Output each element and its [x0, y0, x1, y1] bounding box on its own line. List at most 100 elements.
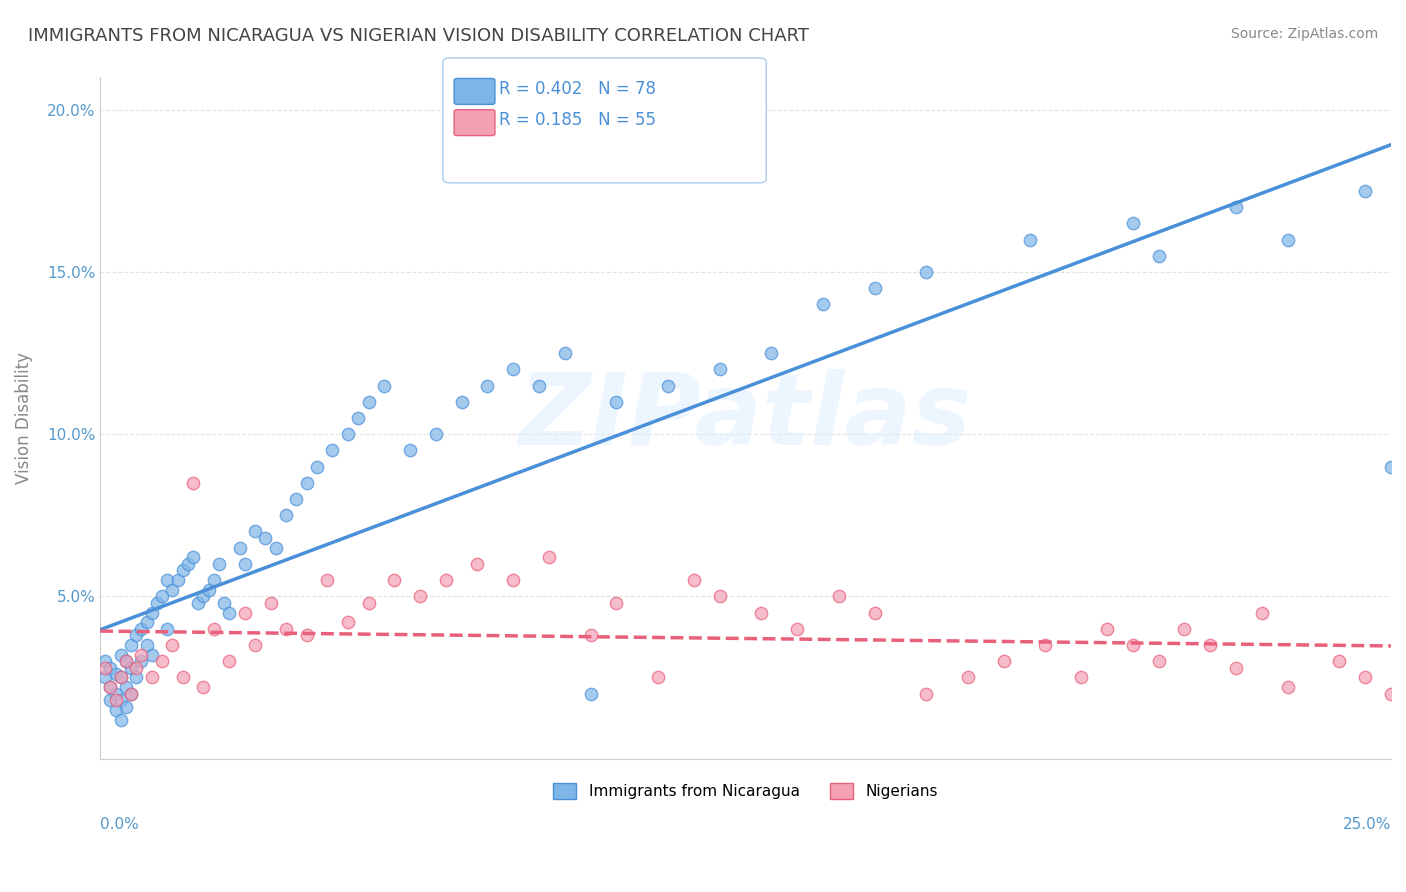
Immigrants from Nicaragua	[131, 654, 153, 668]
Immigrants from Nicaragua	[110, 670, 132, 684]
Immigrants from Nicaragua	[115, 680, 138, 694]
Immigrants from Nicaragua	[115, 699, 138, 714]
Nigerians	[131, 648, 153, 662]
Nigerians	[1199, 638, 1222, 652]
Nigerians	[1122, 638, 1144, 652]
Immigrants from Nicaragua	[100, 680, 122, 694]
Immigrants from Nicaragua	[285, 491, 308, 506]
Nigerians	[181, 475, 204, 490]
Immigrants from Nicaragua	[187, 596, 209, 610]
Immigrants from Nicaragua	[141, 606, 163, 620]
Nigerians	[465, 557, 488, 571]
Immigrants from Nicaragua	[197, 582, 219, 597]
Nigerians	[579, 628, 602, 642]
Immigrants from Nicaragua	[425, 427, 447, 442]
Nigerians	[193, 680, 215, 694]
Nigerians	[384, 573, 406, 587]
Immigrants from Nicaragua	[915, 265, 938, 279]
Nigerians	[295, 628, 318, 642]
Immigrants from Nicaragua	[1354, 184, 1376, 198]
Nigerians	[162, 638, 184, 652]
Nigerians	[218, 654, 240, 668]
Immigrants from Nicaragua	[347, 411, 370, 425]
Immigrants from Nicaragua	[172, 563, 194, 577]
Nigerians	[683, 573, 706, 587]
Immigrants from Nicaragua	[104, 667, 127, 681]
Nigerians	[233, 606, 256, 620]
Immigrants from Nicaragua	[110, 693, 132, 707]
Immigrants from Nicaragua	[709, 362, 731, 376]
Immigrants from Nicaragua	[100, 661, 122, 675]
Y-axis label: Vision Disability: Vision Disability	[15, 352, 32, 484]
Immigrants from Nicaragua	[181, 550, 204, 565]
Nigerians	[202, 622, 225, 636]
Immigrants from Nicaragua	[156, 573, 179, 587]
Nigerians	[502, 573, 524, 587]
Immigrants from Nicaragua	[264, 541, 287, 555]
Nigerians	[125, 661, 148, 675]
Immigrants from Nicaragua	[321, 443, 343, 458]
Immigrants from Nicaragua	[202, 573, 225, 587]
Immigrants from Nicaragua	[166, 573, 188, 587]
Nigerians	[104, 693, 127, 707]
Immigrants from Nicaragua	[1122, 216, 1144, 230]
Immigrants from Nicaragua	[502, 362, 524, 376]
Immigrants from Nicaragua	[450, 394, 472, 409]
Immigrants from Nicaragua	[336, 427, 359, 442]
Immigrants from Nicaragua	[104, 703, 127, 717]
Nigerians	[110, 670, 132, 684]
Immigrants from Nicaragua	[605, 394, 627, 409]
Nigerians	[1251, 606, 1274, 620]
Immigrants from Nicaragua	[305, 459, 328, 474]
Nigerians	[538, 550, 561, 565]
Immigrants from Nicaragua	[146, 596, 169, 610]
Text: R = 0.185   N = 55: R = 0.185 N = 55	[499, 112, 657, 129]
Text: ZIPatlas: ZIPatlas	[519, 369, 972, 467]
Nigerians	[115, 654, 138, 668]
Text: R = 0.402   N = 78: R = 0.402 N = 78	[499, 80, 657, 98]
Immigrants from Nicaragua	[94, 670, 117, 684]
Nigerians	[749, 606, 772, 620]
Immigrants from Nicaragua	[579, 687, 602, 701]
Immigrants from Nicaragua	[110, 648, 132, 662]
Text: 0.0%: 0.0%	[100, 817, 139, 832]
Immigrants from Nicaragua	[477, 378, 499, 392]
Text: Source: ZipAtlas.com: Source: ZipAtlas.com	[1230, 27, 1378, 41]
Nigerians	[141, 670, 163, 684]
Immigrants from Nicaragua	[150, 590, 173, 604]
Immigrants from Nicaragua	[228, 541, 250, 555]
Immigrants from Nicaragua	[125, 628, 148, 642]
Immigrants from Nicaragua	[761, 346, 783, 360]
Nigerians	[647, 670, 669, 684]
Immigrants from Nicaragua	[104, 687, 127, 701]
Nigerians	[316, 573, 339, 587]
Nigerians	[336, 615, 359, 630]
Immigrants from Nicaragua	[399, 443, 422, 458]
Immigrants from Nicaragua	[100, 693, 122, 707]
Nigerians	[709, 590, 731, 604]
Nigerians	[243, 638, 266, 652]
Immigrants from Nicaragua	[527, 378, 550, 392]
Immigrants from Nicaragua	[141, 648, 163, 662]
Nigerians	[605, 596, 627, 610]
Immigrants from Nicaragua	[177, 557, 200, 571]
Immigrants from Nicaragua	[120, 638, 142, 652]
Legend: Immigrants from Nicaragua, Nigerians: Immigrants from Nicaragua, Nigerians	[547, 777, 943, 805]
Immigrants from Nicaragua	[243, 524, 266, 539]
Immigrants from Nicaragua	[357, 394, 380, 409]
Nigerians	[1379, 687, 1402, 701]
Nigerians	[150, 654, 173, 668]
Nigerians	[863, 606, 886, 620]
Immigrants from Nicaragua	[863, 281, 886, 295]
Nigerians	[120, 687, 142, 701]
Immigrants from Nicaragua	[274, 508, 297, 523]
Immigrants from Nicaragua	[110, 713, 132, 727]
Immigrants from Nicaragua	[125, 670, 148, 684]
Text: IMMIGRANTS FROM NICARAGUA VS NIGERIAN VISION DISABILITY CORRELATION CHART: IMMIGRANTS FROM NICARAGUA VS NIGERIAN VI…	[28, 27, 808, 45]
Immigrants from Nicaragua	[115, 654, 138, 668]
Immigrants from Nicaragua	[120, 661, 142, 675]
Immigrants from Nicaragua	[1018, 233, 1040, 247]
Nigerians	[94, 661, 117, 675]
Immigrants from Nicaragua	[208, 557, 231, 571]
Nigerians	[1070, 670, 1092, 684]
